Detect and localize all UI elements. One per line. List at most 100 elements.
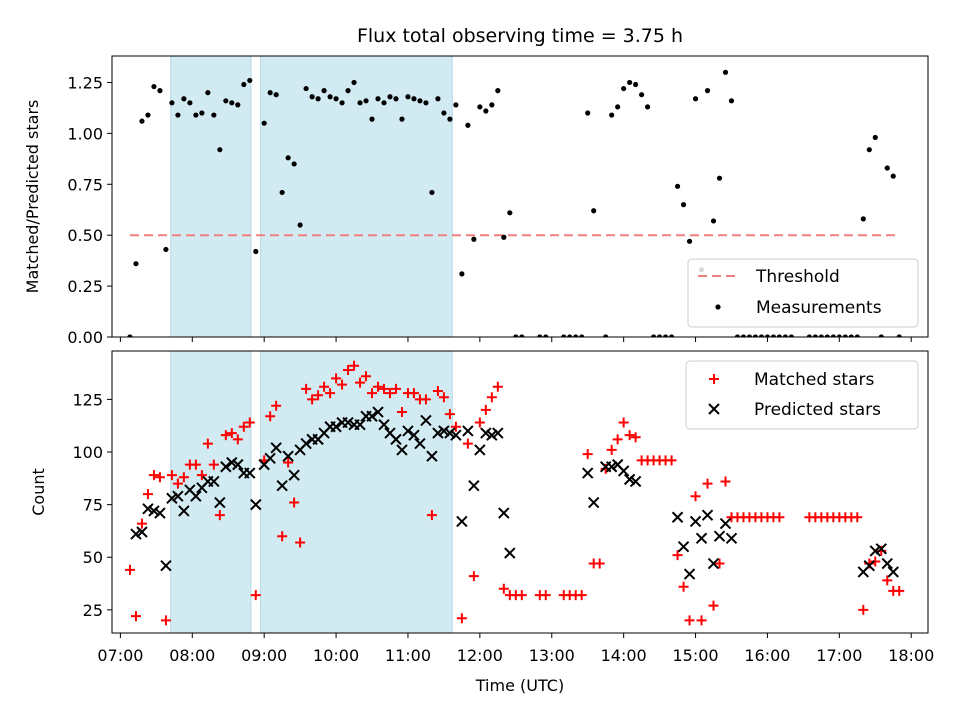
measurement-point	[782, 334, 789, 337]
matched-point	[702, 478, 713, 489]
measurement-point	[247, 77, 253, 84]
measurement-point	[393, 96, 399, 102]
shaded-span	[170, 350, 252, 634]
x-axis: 07:00 08:00 09:00 10:00 11:00 12:00 13:00 14:00…	[97, 337, 934, 695]
measurement-point	[175, 112, 181, 118]
measurement-point	[872, 134, 878, 141]
predicted-point	[498, 507, 510, 519]
predicted-point	[617, 465, 630, 477]
matched-point	[289, 497, 300, 508]
x-tick-label: 16:00	[744, 646, 790, 665]
measurement-point	[423, 100, 429, 106]
predicted-point	[414, 437, 426, 450]
measurement-point	[357, 100, 363, 106]
predicted-point	[683, 568, 696, 580]
predicted-point	[725, 532, 738, 545]
matched-point	[498, 583, 509, 594]
predicted-point	[420, 414, 432, 427]
matched-point	[331, 373, 342, 384]
predicted-point	[713, 530, 726, 542]
matched-point	[307, 394, 318, 405]
measurement-point	[686, 238, 693, 244]
predicted-point	[190, 490, 202, 502]
matched-point	[148, 470, 159, 481]
x-tick-label: 10:00	[313, 646, 359, 665]
measurement-point	[205, 90, 211, 96]
matched-point	[319, 381, 330, 392]
measurement-point	[303, 85, 309, 92]
predicted-point	[474, 444, 486, 456]
matched-point	[480, 404, 491, 415]
x-axis-label: Time (UTC)	[475, 676, 564, 695]
measurement-point	[662, 334, 669, 337]
x-tick-label: 07:00	[97, 646, 143, 665]
matched-point	[271, 400, 282, 411]
matched-point	[214, 510, 225, 521]
matched-point	[576, 590, 587, 601]
predicted-point	[276, 479, 288, 492]
predicted-point	[408, 429, 420, 441]
measurement-point	[627, 79, 633, 86]
y-tick-label: 1.25	[67, 73, 103, 92]
count-points	[124, 360, 905, 626]
legend-count: Matched stars Predicted stars	[685, 360, 919, 430]
matched-point	[462, 438, 473, 449]
predicted-point	[719, 517, 732, 530]
legend-predicted-label: Predicted stars	[754, 400, 881, 420]
predicted-point	[178, 505, 190, 517]
matched-point	[774, 512, 785, 523]
matched-point	[672, 550, 683, 561]
measurement-point	[399, 116, 405, 122]
matched-point	[408, 388, 419, 399]
matched-point	[178, 472, 189, 483]
matched-point	[283, 457, 294, 468]
measurement-point	[387, 94, 393, 100]
measurement-point	[770, 334, 777, 337]
predicted-point	[629, 475, 642, 488]
measurement-point	[127, 334, 133, 337]
predicted-point	[444, 427, 456, 439]
predicted-point	[707, 557, 720, 570]
matched-point	[468, 571, 479, 582]
measurement-point	[633, 81, 639, 88]
measurement-point	[776, 334, 783, 337]
predicted-point	[863, 559, 875, 572]
measurement-point	[229, 100, 235, 106]
predicted-point	[486, 429, 498, 441]
matched-point	[678, 581, 689, 592]
measurement-point	[668, 334, 675, 337]
matched-point	[367, 388, 378, 399]
measurement-point	[465, 122, 471, 128]
predicted-point	[869, 545, 881, 557]
measurement-point	[818, 334, 824, 337]
measurement-point	[812, 334, 818, 337]
measurement-point	[740, 334, 747, 337]
matched-point	[582, 449, 593, 460]
measurement-point	[363, 98, 369, 104]
measurement-point	[842, 334, 848, 337]
predicted-point	[695, 532, 708, 545]
matched-point	[606, 444, 617, 455]
x-tick-label: 15:00	[672, 646, 718, 665]
measurement-point	[824, 334, 830, 337]
predicted-point	[282, 450, 294, 462]
predicted-point	[402, 425, 414, 437]
measurement-point	[591, 208, 597, 214]
predicted-point	[288, 469, 300, 481]
legend-box	[687, 258, 919, 328]
matched-point	[337, 379, 348, 390]
measurement-point	[235, 102, 241, 108]
x-tick-label: 11:00	[385, 646, 431, 665]
measurement-point	[561, 334, 567, 337]
matched-point	[594, 558, 605, 569]
measurement-point	[513, 334, 519, 337]
measurement-point	[752, 334, 759, 337]
predicted-point	[166, 492, 178, 505]
predicted-point	[372, 406, 384, 418]
measurement-point	[315, 96, 321, 102]
matched-point	[870, 556, 881, 567]
measurement-point	[848, 334, 854, 337]
matched-point	[124, 564, 135, 575]
matched-point	[196, 470, 207, 481]
legend-measurements-swatch	[715, 304, 721, 310]
